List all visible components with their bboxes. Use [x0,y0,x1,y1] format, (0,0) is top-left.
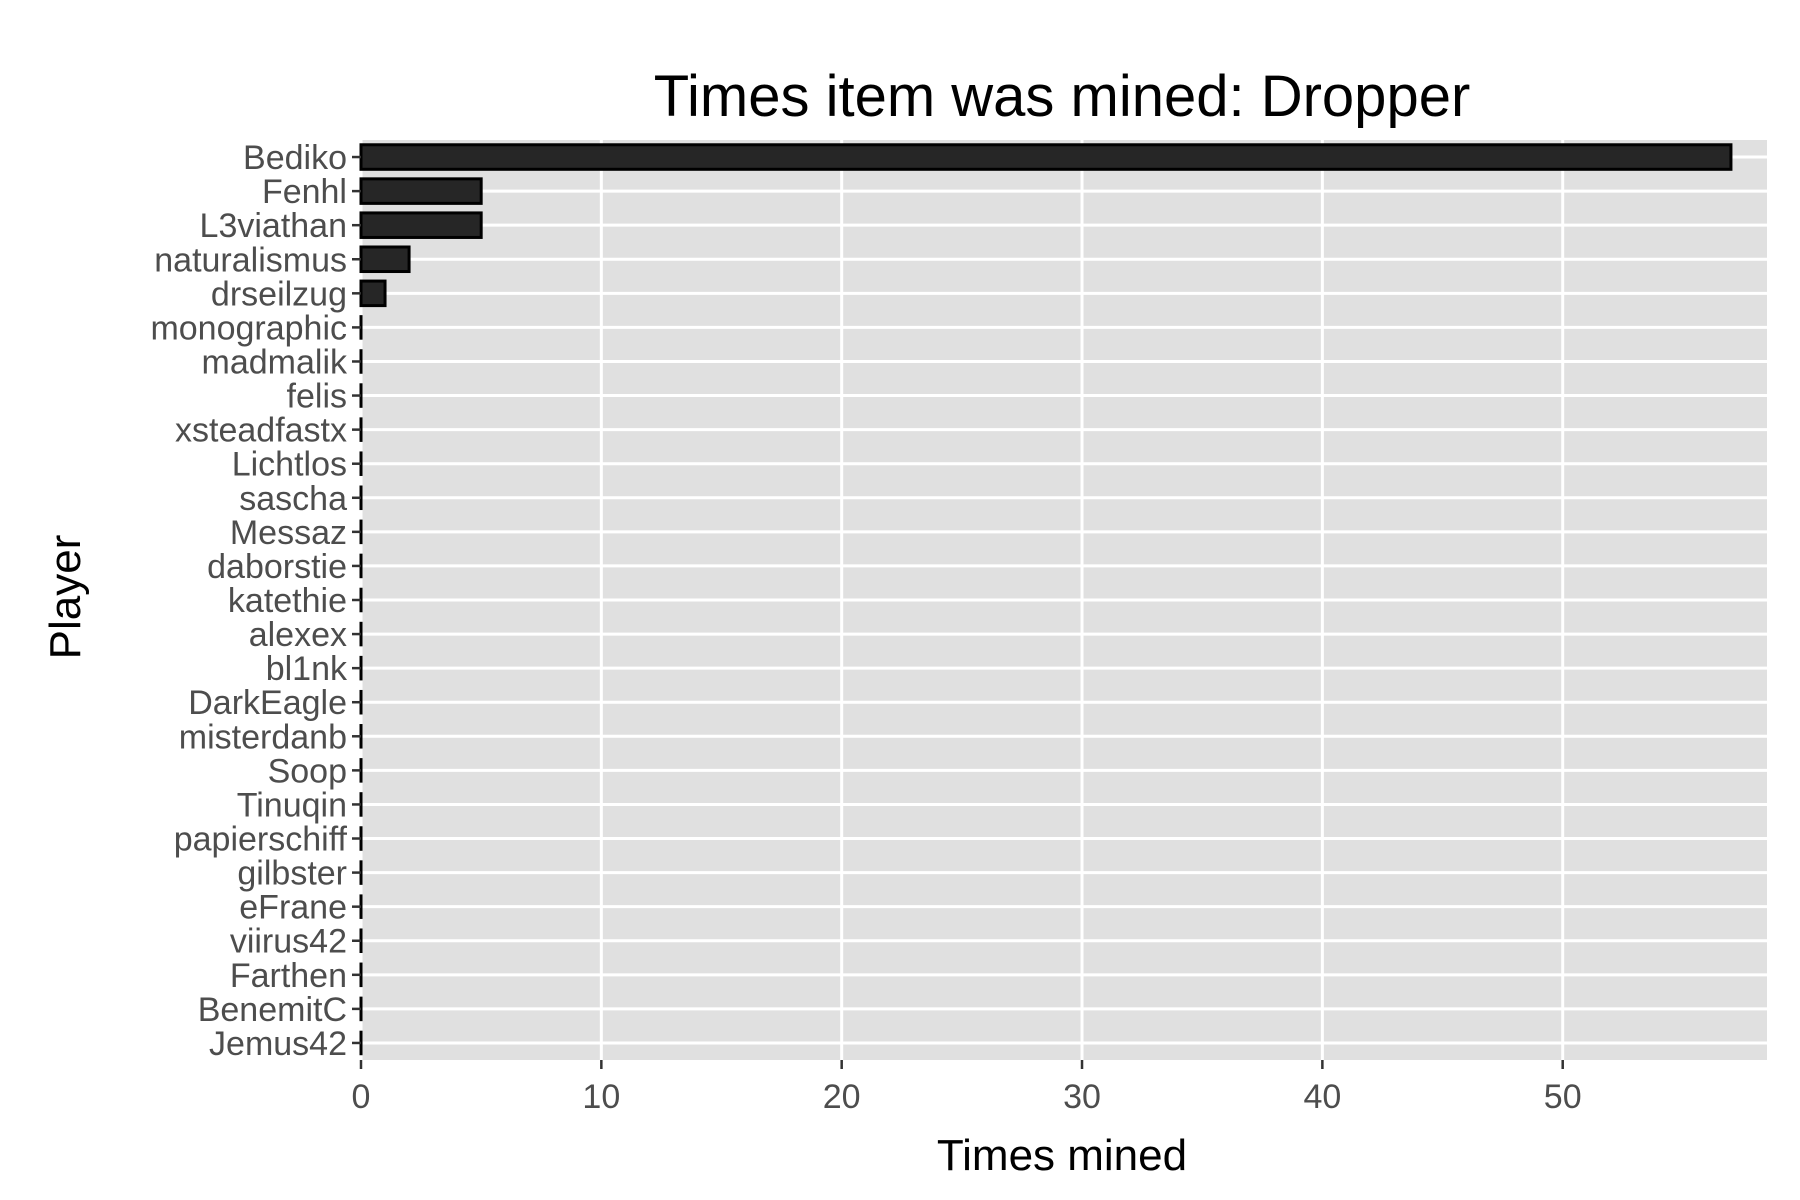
y-tick-label: bl1nk [266,650,348,688]
y-axis-title: Player [41,535,90,660]
bar [359,177,483,205]
x-tick-label: 30 [1063,1078,1101,1116]
bars [359,143,1733,1056]
y-tick-label: Jemus42 [209,1025,347,1063]
y-tick-label: papierschiff [174,821,348,859]
bar [359,245,411,274]
y-tick-label: DarkEagle [188,684,347,722]
y-tick-label: Messaz [230,514,347,552]
x-axis: 0 10 20 30 40 50 [352,1060,1582,1116]
y-tick-label: Tinuqin [237,786,347,824]
y-tick-label: drseilzug [211,275,347,313]
y-tick-label: misterdanb [179,718,347,756]
chart-title: Times item was mined: Dropper [654,64,1471,129]
x-tick-label: 20 [823,1078,861,1116]
y-axis: BedikoFenhlL3viathannaturalismusdrseilzu… [150,139,361,1063]
y-tick-label: sascha [239,480,347,518]
y-tick-label: BenemitC [198,991,347,1029]
x-tick-label: 40 [1303,1078,1341,1116]
bar [359,279,387,308]
bar [359,211,483,239]
y-tick-label: xsteadfastx [175,412,347,450]
y-tick-label: monographic [150,309,347,347]
x-tick-label: 10 [582,1078,620,1116]
y-tick-label: madmalik [202,343,348,381]
y-tick-label: naturalismus [154,241,347,279]
y-tick-label: felis [287,378,347,416]
x-axis-title: Times mined [937,1131,1187,1180]
y-tick-label: alexex [249,616,347,654]
y-tick-label: Fenhl [262,173,347,211]
y-tick-label: Lichtlos [232,446,347,484]
y-tick-label: Farthen [230,957,347,995]
bar [359,143,1733,171]
y-tick-label: viirus42 [230,923,347,961]
x-tick-label: 0 [352,1078,371,1116]
y-tick-label: katethie [228,582,347,620]
y-tick-label: Soop [268,752,347,790]
y-tick-label: gilbster [237,855,347,893]
y-tick-label: Bediko [243,139,347,177]
y-tick-label: eFrane [239,889,347,927]
x-tick-label: 50 [1544,1078,1582,1116]
y-tick-label: daborstie [207,548,347,586]
y-tick-label: L3viathan [200,207,347,245]
